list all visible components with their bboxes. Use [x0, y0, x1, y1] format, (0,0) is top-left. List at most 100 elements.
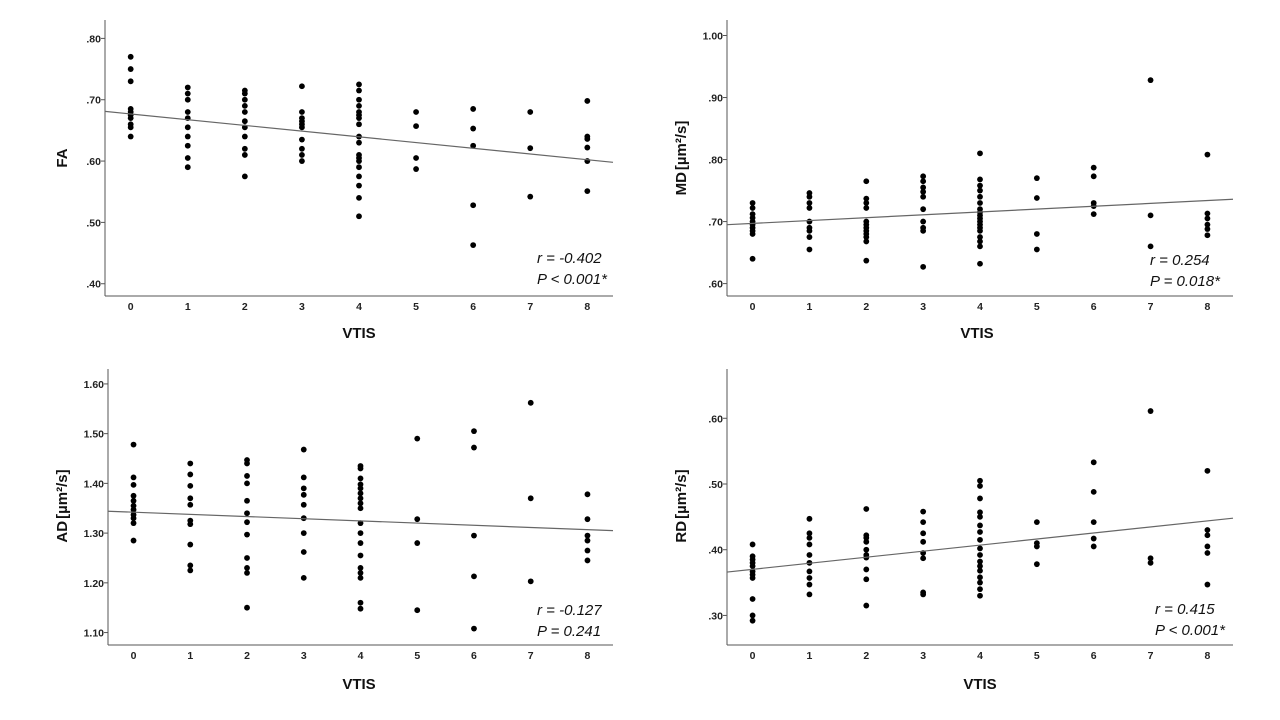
- rd-data-point: [749, 617, 756, 624]
- rd-data-point: [977, 552, 983, 558]
- md-data-point: [806, 200, 813, 206]
- fa-data-point: [470, 125, 477, 132]
- rd-x-tick-label: 5: [1034, 650, 1040, 662]
- fa-data-point: [241, 102, 248, 109]
- panel-rd: .30 .40 .50 .60 0 1 2 3 4 5 6 7 8 RD[µm²/s] VTIS r …: [673, 369, 1234, 693]
- ad-data-point: [357, 520, 364, 527]
- md-y-tick-label: 1.00: [703, 31, 724, 43]
- ad-data-point: [187, 521, 194, 528]
- md-data-point: [977, 187, 983, 194]
- md-data-point: [977, 234, 983, 240]
- panel-fa: .40 .50 .60 .70 .80 0 1 2 3 4 5 6 7 8 FA VTIS r = -0…: [54, 20, 614, 342]
- ad-data-point: [187, 562, 194, 569]
- md-data-point: [977, 260, 983, 267]
- fa-data-point: [127, 53, 134, 60]
- fa-data-point: [470, 202, 477, 209]
- rd-data-point: [806, 515, 813, 522]
- ad-data-point: [357, 599, 364, 606]
- md-y-tick-label: .80: [708, 155, 723, 167]
- fa-data-point: [299, 109, 305, 115]
- fa-data-point: [527, 109, 534, 115]
- fa-data-point: [356, 182, 362, 189]
- rd-data-point: [977, 522, 983, 529]
- rd-data-point: [749, 563, 756, 570]
- md-data-point: [920, 193, 927, 200]
- ad-data-point: [414, 516, 421, 523]
- rd-y-axis-title: RD[µm²/s]: [673, 469, 690, 542]
- rd-data-point: [1204, 467, 1211, 474]
- ad-y-tick-label: 1.40: [84, 478, 105, 490]
- rd-data-point: [1147, 408, 1154, 414]
- fa-points: [127, 53, 591, 248]
- rd-data-point: [749, 541, 756, 548]
- rd-data-point: [977, 586, 983, 593]
- fa-data-point: [470, 242, 477, 248]
- rd-data-point: [863, 602, 870, 609]
- fa-r-value: r = -0.402: [537, 250, 602, 267]
- fa-x-tick-label: 3: [299, 301, 305, 313]
- rd-x-tick-label: 3: [920, 650, 926, 662]
- fa-data-point: [299, 124, 305, 131]
- fa-data-point: [356, 173, 362, 180]
- fa-x-tick-label: 0: [128, 301, 134, 313]
- ad-data-point: [244, 555, 250, 561]
- ad-data-point: [584, 516, 591, 523]
- fa-x-tick-label: 7: [527, 301, 533, 313]
- ad-data-point: [130, 497, 137, 504]
- md-data-point: [977, 182, 983, 189]
- fa-x-ticks: 0 1 2 3 4 5 6 7 8: [128, 301, 591, 313]
- md-x-axis-title: VTIS: [960, 325, 993, 342]
- md-x-tick-label: 5: [1034, 301, 1040, 313]
- ad-x-tick-label: 6: [471, 650, 477, 662]
- fa-data-point: [184, 133, 191, 140]
- rd-y-tick-label: .50: [708, 479, 723, 491]
- rd-data-point: [977, 567, 983, 574]
- ad-data-point: [244, 565, 250, 571]
- rd-data-point: [749, 575, 756, 581]
- ad-data-point: [357, 540, 364, 546]
- rd-data-point: [977, 477, 983, 484]
- md-data-point: [1033, 175, 1040, 182]
- rd-y-tick-label: .40: [708, 545, 723, 557]
- ad-x-axis-title: VTIS: [342, 676, 375, 693]
- ad-data-point: [130, 502, 137, 509]
- rd-data-point: [920, 508, 927, 515]
- md-data-point: [977, 243, 983, 250]
- fa-data-point: [127, 115, 134, 122]
- ad-data-point: [471, 532, 477, 539]
- ad-x-tick-label: 8: [585, 650, 591, 662]
- ad-data-point: [527, 399, 534, 406]
- ad-data-point: [187, 501, 194, 508]
- md-data-point: [977, 176, 983, 183]
- fa-data-point: [127, 133, 134, 140]
- md-x-tick-label: 4: [977, 301, 983, 313]
- ad-y-ticks: 1.10 1.20 1.30 1.40 1.50 1.60: [84, 379, 108, 640]
- ad-data-point: [300, 501, 307, 508]
- rd-x-tick-label: 7: [1148, 650, 1154, 662]
- fa-data-point: [584, 136, 591, 142]
- ad-data-point: [244, 497, 250, 504]
- rd-data-point: [1204, 581, 1211, 588]
- fa-data-point: [356, 115, 362, 122]
- fa-data-point: [413, 166, 419, 172]
- md-x-tick-label: 2: [863, 301, 869, 313]
- ad-x-tick-label: 3: [301, 650, 307, 662]
- ad-data-point: [187, 495, 194, 502]
- ad-x-ticks: 0 1 2 3 4 5 6 7 8: [131, 650, 591, 662]
- rd-data-point: [977, 513, 983, 520]
- ad-data-point: [471, 444, 477, 451]
- md-y-tick-label: .70: [708, 217, 723, 229]
- md-data-point: [920, 173, 927, 180]
- md-data-point: [977, 200, 983, 206]
- ad-data-point: [130, 481, 137, 488]
- rd-data-point: [806, 568, 813, 575]
- ad-data-point: [130, 506, 137, 513]
- rd-data-point: [749, 596, 756, 602]
- fa-data-point: [413, 109, 419, 115]
- fa-x-axis-title: VTIS: [342, 325, 375, 342]
- ad-data-point: [130, 537, 137, 544]
- fa-data-point: [184, 155, 191, 161]
- ad-data-point: [300, 574, 307, 581]
- rd-x-tick-label: 0: [750, 650, 756, 662]
